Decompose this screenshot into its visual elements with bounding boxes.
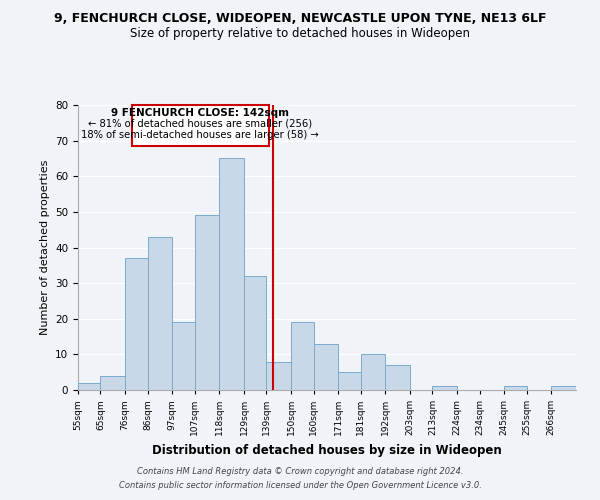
FancyBboxPatch shape — [132, 105, 269, 146]
Bar — [433, 386, 457, 390]
Bar — [244, 276, 266, 390]
Bar — [291, 322, 314, 390]
Bar — [361, 354, 385, 390]
Bar — [100, 376, 125, 390]
Bar — [194, 216, 220, 390]
Text: Size of property relative to detached houses in Wideopen: Size of property relative to detached ho… — [130, 28, 470, 40]
Bar — [220, 158, 244, 390]
Text: Contains HM Land Registry data © Crown copyright and database right 2024.: Contains HM Land Registry data © Crown c… — [137, 467, 463, 476]
Bar — [78, 383, 100, 390]
Text: Contains public sector information licensed under the Open Government Licence v3: Contains public sector information licen… — [119, 481, 481, 490]
Bar — [504, 386, 527, 390]
Bar — [385, 365, 410, 390]
X-axis label: Distribution of detached houses by size in Wideopen: Distribution of detached houses by size … — [152, 444, 502, 456]
Y-axis label: Number of detached properties: Number of detached properties — [40, 160, 50, 335]
Text: 9 FENCHURCH CLOSE: 142sqm: 9 FENCHURCH CLOSE: 142sqm — [111, 108, 289, 118]
Bar — [338, 372, 361, 390]
Bar — [148, 237, 172, 390]
Text: ← 81% of detached houses are smaller (256): ← 81% of detached houses are smaller (25… — [88, 118, 313, 128]
Bar — [314, 344, 338, 390]
Bar — [266, 362, 291, 390]
Bar — [125, 258, 148, 390]
Bar — [551, 386, 576, 390]
Text: 18% of semi-detached houses are larger (58) →: 18% of semi-detached houses are larger (… — [82, 130, 319, 140]
Text: 9, FENCHURCH CLOSE, WIDEOPEN, NEWCASTLE UPON TYNE, NE13 6LF: 9, FENCHURCH CLOSE, WIDEOPEN, NEWCASTLE … — [54, 12, 546, 26]
Bar — [172, 322, 194, 390]
